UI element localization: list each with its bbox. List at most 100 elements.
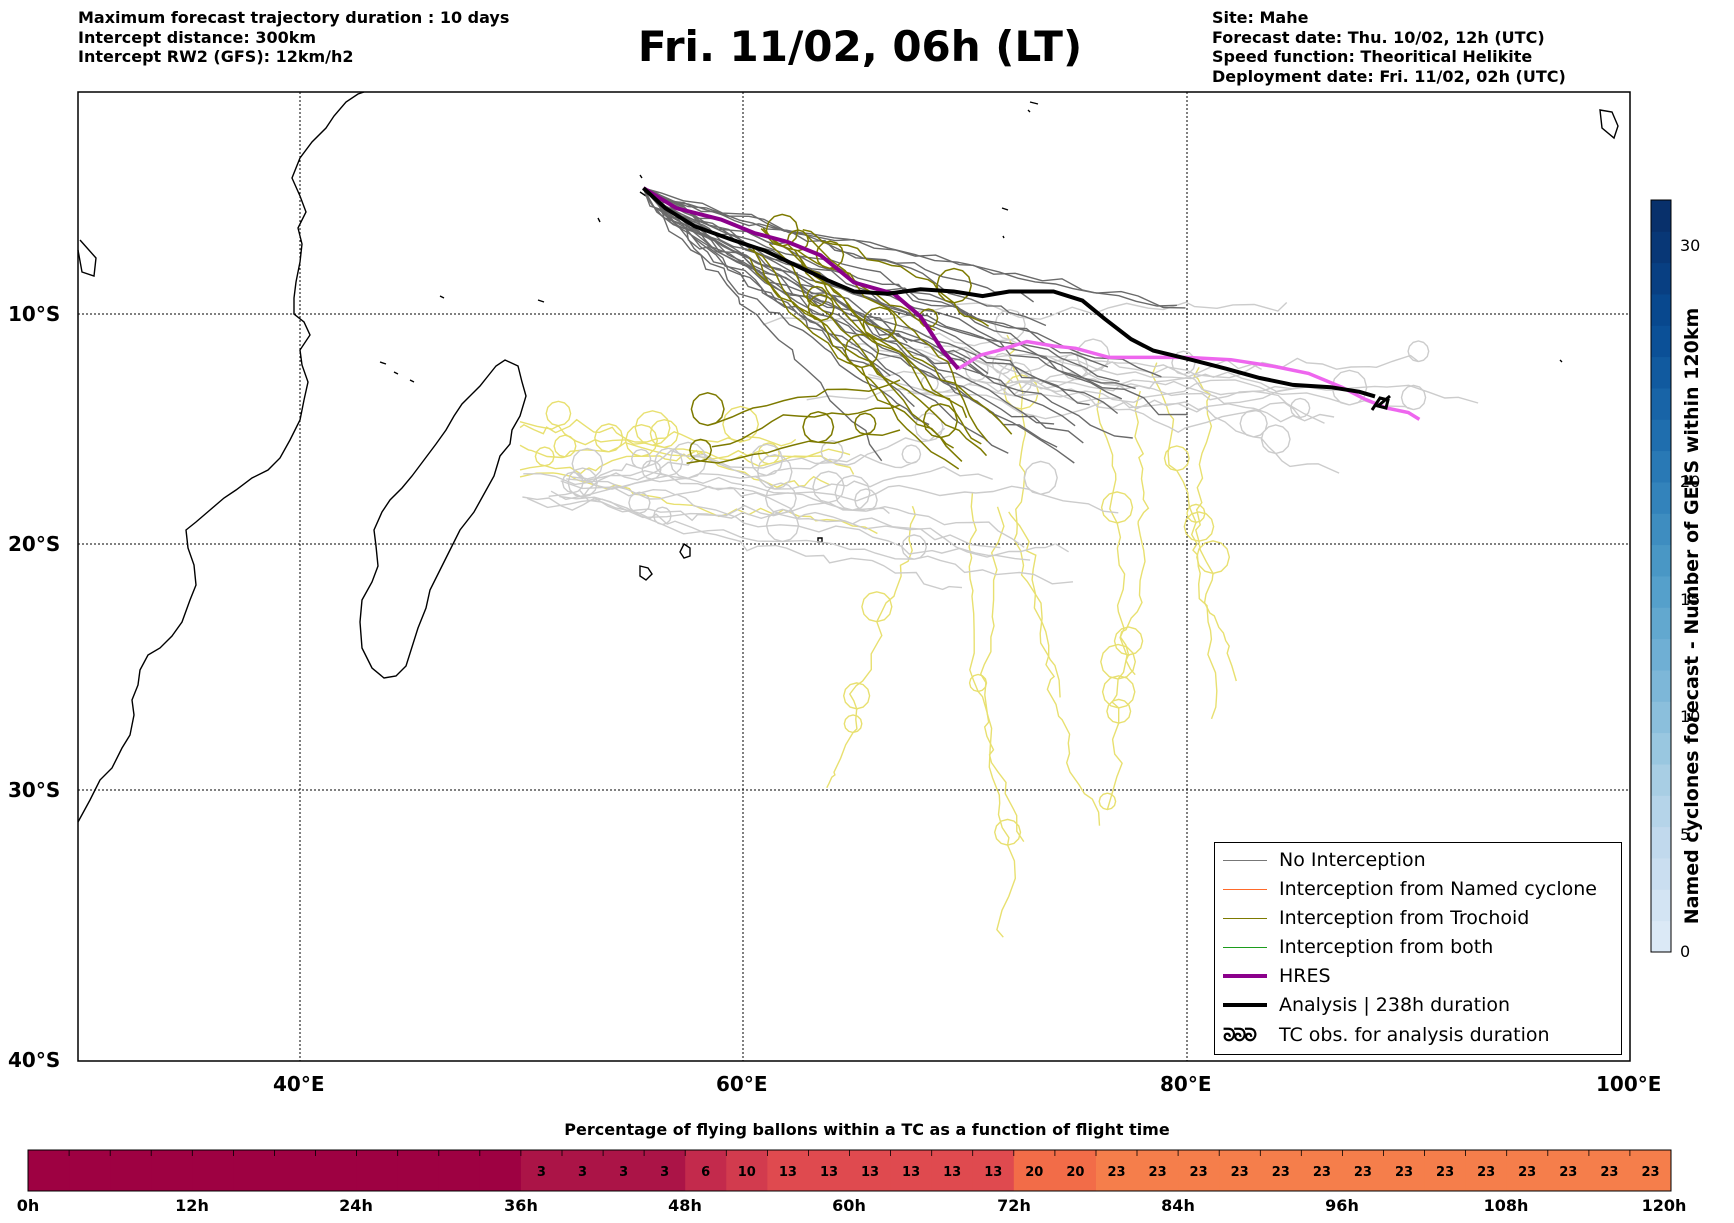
- colorbar-tick-30: 30: [1680, 236, 1701, 255]
- colorbar-segment: [1651, 826, 1671, 859]
- colorbar-segment: [1651, 576, 1671, 608]
- flight-bar-cell: [1219, 1150, 1261, 1191]
- analysis-track: [642, 186, 1376, 399]
- ensemble-track-light: [579, 490, 963, 591]
- map-legend: No Interception Interception from Named …: [1214, 842, 1622, 1055]
- reunion-coast: [639, 565, 653, 581]
- flight-bar-cell: [1547, 1150, 1590, 1191]
- time-label-84h: 84h: [1161, 1196, 1195, 1215]
- flight-bar-cell: [1506, 1150, 1549, 1191]
- flight-bar-cell: [274, 1150, 316, 1191]
- header-right-line-3: Speed function: Theoritical Helikite: [1212, 47, 1533, 66]
- flight-bar-cell: [849, 1150, 891, 1191]
- colorbar-segment: [1651, 262, 1671, 295]
- flight-bar-value: 13: [984, 1165, 1002, 1180]
- ensemble-track-trochoid: [751, 247, 954, 449]
- flight-bar-cell: [438, 1150, 481, 1191]
- seychelles-dots: [597, 174, 1563, 363]
- flight-bar-value: 23: [1272, 1165, 1290, 1180]
- ensemble-track-yellow: [979, 506, 1022, 938]
- colorbar-tick-15: 15: [1680, 590, 1701, 609]
- flight-bar-cell: [726, 1150, 768, 1191]
- legend-swatch-no-interception: [1223, 859, 1267, 861]
- ensemble-track-light: [924, 345, 1340, 474]
- legend-swatch-hres: [1223, 974, 1267, 978]
- flight-bar-cell: [233, 1150, 275, 1191]
- ensemble-track-yellow: [1008, 511, 1101, 826]
- legend-item-no-interception: No Interception: [1223, 847, 1426, 873]
- ensemble-track-light: [523, 443, 922, 486]
- flight-bar-cell: [931, 1150, 974, 1191]
- flight-bar-value: 3: [578, 1165, 587, 1180]
- colorbar-segment: [1651, 450, 1671, 483]
- flight-bar-value: 23: [1354, 1165, 1372, 1180]
- flight-bar-cell: [151, 1150, 193, 1191]
- lat-label-40s: 40°S: [8, 1048, 61, 1072]
- flight-bar-value: 23: [1231, 1165, 1249, 1180]
- colorbar-segment: [1651, 795, 1671, 828]
- legend-label-no-interception: No Interception: [1279, 849, 1426, 871]
- flight-bar-cell: [1178, 1150, 1220, 1191]
- ensemble-track-light: [1013, 338, 1430, 396]
- flight-bar-title: Percentage of flying ballons within a TC…: [564, 1120, 1170, 1139]
- ensemble-track-dark: [642, 187, 1119, 415]
- legend-label-trochoid: Interception from Trochoid: [1279, 907, 1530, 929]
- flight-bar-value: 3: [660, 1165, 669, 1180]
- flight-bar-cell: [603, 1150, 645, 1191]
- ensemble-track-dark: [643, 187, 1047, 327]
- ensemble-track-dark: [642, 187, 989, 375]
- northern-islands: [439, 101, 1039, 303]
- flight-bar-value: 3: [619, 1165, 628, 1180]
- colorbar-segment: [1651, 356, 1671, 389]
- somalia-islands: [77, 239, 97, 277]
- ensemble-track-trochoid: [799, 257, 1013, 435]
- ensemble-track-light: [559, 495, 1069, 558]
- ensemble-track-light: [865, 352, 1322, 401]
- colorbar-segment: [1651, 670, 1671, 702]
- flight-bar-cell: [1383, 1150, 1425, 1191]
- flight-bar-cell: [1137, 1150, 1179, 1191]
- ensemble-track-light: [527, 497, 1074, 585]
- flight-bar-cell: [28, 1150, 70, 1191]
- hres-track: [642, 186, 960, 371]
- legend-label-named-cyclone: Interception from Named cyclone: [1279, 878, 1597, 900]
- flight-bar-value: 20: [1066, 1165, 1084, 1180]
- time-label-96h: 96h: [1325, 1196, 1359, 1215]
- colorbar-segment: [1651, 701, 1671, 734]
- lat-label-30s: 30°S: [8, 778, 61, 802]
- flight-bar-value: 23: [1559, 1165, 1577, 1180]
- time-label-12h: 12h: [175, 1196, 209, 1215]
- ensemble-track-trochoid: [711, 404, 901, 448]
- flight-bar-cell: [1629, 1150, 1672, 1191]
- legend-item-trochoid: Interception from Trochoid: [1223, 905, 1529, 931]
- ensemble-track-yellow: [519, 423, 851, 475]
- colorbar-segment: [1651, 482, 1671, 514]
- ensemble-track-dark: [643, 187, 1035, 303]
- legend-swatch-named-cyclone: [1223, 888, 1267, 890]
- colorbar-segment: [1651, 325, 1671, 358]
- legend-item-tc-obs: ᘐᘐᘐ TC obs. for analysis duration: [1223, 1022, 1550, 1048]
- flight-bar-cell: [890, 1150, 933, 1191]
- flight-time-bar: 3 3 3 3 6 10 13 13 13 13 13 13 20 20 23 23 23 23 23 23 23 23 2…: [27, 1150, 1672, 1191]
- sri-lanka-coast: [1599, 109, 1619, 140]
- flight-bar-cell: [1465, 1150, 1508, 1191]
- flight-bar-cell: [69, 1150, 111, 1191]
- colorbar-segment: [1651, 858, 1671, 890]
- colorbar-segment: [1651, 200, 1671, 232]
- ensemble-track-trochoid: [686, 411, 901, 465]
- time-label-108h: 108h: [1483, 1196, 1529, 1215]
- flight-bar-value: 23: [1313, 1165, 1331, 1180]
- time-label-72h: 72h: [997, 1196, 1031, 1215]
- flight-bar-value: 23: [1641, 1165, 1659, 1180]
- time-label-0h: 0h: [16, 1196, 40, 1215]
- ensemble-track-yellow: [1113, 390, 1150, 676]
- flight-bar-value: 23: [1600, 1165, 1618, 1180]
- ensemble-track-light: [571, 441, 993, 491]
- time-label-36h: 36h: [504, 1196, 538, 1215]
- colorbar-segment: [1651, 732, 1671, 765]
- legend-item-analysis: Analysis | 238h duration: [1223, 992, 1510, 1018]
- flight-bar-cell: [315, 1150, 357, 1191]
- flight-bar-cell: [1054, 1150, 1097, 1191]
- ensemble-track-yellow: [1096, 389, 1137, 811]
- ensemble-track-dark: [642, 187, 1186, 309]
